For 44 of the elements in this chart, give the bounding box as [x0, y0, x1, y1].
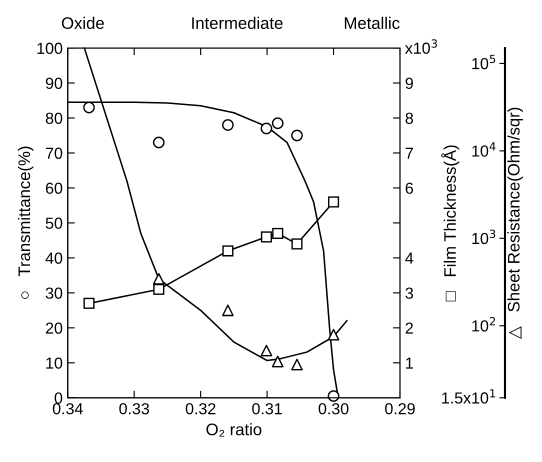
y2-tick-label: 3	[405, 287, 414, 299]
y-tick-label: 40	[45, 252, 62, 264]
point	[152, 272, 165, 285]
y-tick-label: 90	[46, 78, 62, 89]
text: Intermediate	[192, 16, 283, 30]
y2-tick-label: 7	[406, 148, 413, 159]
point	[328, 328, 340, 341]
point	[222, 304, 234, 316]
y-tick-label: 0	[54, 392, 62, 404]
x-tick-label: 0.33	[119, 403, 150, 414]
point	[291, 358, 303, 370]
y-tick-label: 20	[46, 322, 62, 334]
y3-tick-label: 1.5x10$^{1}$	[442, 389, 496, 404]
y-tick-label: 50	[46, 218, 62, 229]
y-tick-label: 100	[37, 42, 62, 54]
y-axis-title: ○ Transmittance(%)	[18, 146, 34, 299]
y-tick-label: 70	[46, 148, 62, 159]
y3-tick-label: 10$^{3}$	[472, 230, 496, 244]
x-tick-label: 0.34	[52, 403, 83, 414]
y-tick-label: 80	[46, 112, 62, 124]
y2-tick-label: 2	[406, 322, 413, 334]
y3-tick-label: 10$^{4}$	[472, 142, 496, 157]
y3-tick-label: 10$^{5}$	[472, 54, 496, 70]
point	[260, 344, 272, 356]
x-axis-title: O₂ ratio	[206, 423, 262, 437]
y2-tick-label: 8	[406, 112, 414, 124]
y2-tick-label: 1	[406, 358, 413, 369]
y3-tick-label: 10$^{2}$	[472, 316, 496, 332]
y2-tick-label: x10$^{3}$	[405, 39, 437, 54]
text: Oxide	[62, 16, 104, 30]
x-tick-label: 0.32	[186, 403, 216, 414]
y2-tick-label: 9	[406, 78, 413, 89]
y2-axis-title: □ Film Thickness(Å)	[441, 145, 460, 302]
x-tick-label: 0.29	[385, 403, 415, 414]
text: Metallic	[344, 16, 400, 30]
y2-tick-label: 4	[405, 252, 414, 264]
point	[272, 356, 284, 368]
y3-axis-title: △ Sheet Resistance(Ohm/sqr)	[507, 108, 523, 340]
y2-tick-label: 6	[406, 182, 414, 194]
y-tick-label: 30	[46, 287, 62, 299]
y-tick-label: 60	[46, 182, 62, 194]
y-tick-label: 10	[46, 357, 62, 369]
x-tick-label: 0.31	[252, 403, 282, 414]
x-tick-label: 0.30	[318, 403, 348, 414]
